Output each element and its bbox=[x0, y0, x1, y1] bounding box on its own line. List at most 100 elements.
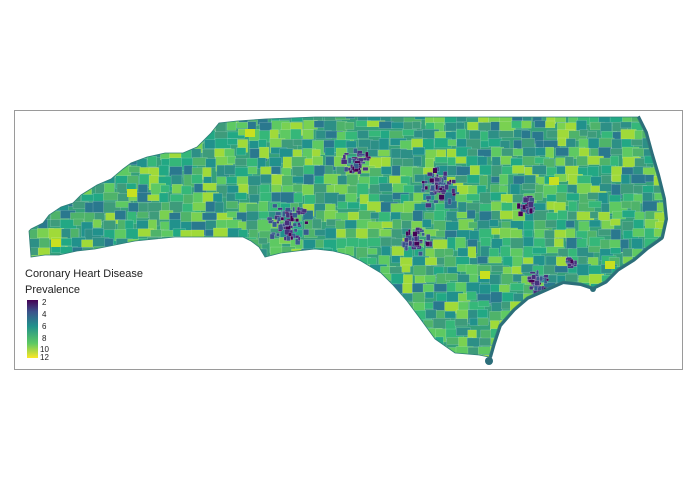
tract-cell bbox=[160, 302, 169, 316]
tract-cell bbox=[556, 336, 569, 345]
tract-cell bbox=[81, 140, 95, 155]
tract-cell bbox=[125, 338, 144, 353]
tract-cell bbox=[501, 221, 512, 229]
tract-cell bbox=[301, 291, 315, 302]
tract-cell bbox=[678, 228, 683, 239]
tract-cell bbox=[70, 131, 80, 147]
tract-cell bbox=[38, 156, 51, 165]
tract-cell bbox=[258, 237, 268, 245]
tract-cell bbox=[403, 274, 413, 285]
tract-cell bbox=[49, 364, 61, 370]
tract-cell bbox=[283, 364, 294, 370]
tract-cell bbox=[313, 117, 323, 122]
tract-cell bbox=[336, 346, 348, 354]
tract-cell bbox=[532, 327, 542, 338]
tract-cell bbox=[278, 326, 295, 339]
tract-cell bbox=[554, 238, 564, 248]
tract-cell bbox=[104, 157, 123, 172]
tract-cell bbox=[70, 309, 81, 320]
tract-cell bbox=[114, 149, 131, 164]
legend-tick-6: 6 bbox=[42, 322, 47, 331]
tract-cell bbox=[532, 247, 547, 255]
tract-cell bbox=[181, 310, 193, 323]
urban-tract-cell bbox=[422, 183, 425, 190]
tract-cell bbox=[466, 209, 476, 219]
tract-cell bbox=[29, 131, 46, 143]
tract-cell bbox=[216, 363, 234, 370]
tract-cell bbox=[477, 317, 489, 326]
tract-cell bbox=[555, 157, 566, 166]
urban-tract-cell bbox=[414, 236, 419, 242]
tract-cell bbox=[113, 156, 131, 164]
tract-cell bbox=[169, 117, 186, 121]
tract-cell bbox=[347, 201, 360, 210]
tract-cell bbox=[656, 149, 665, 163]
tract-cell bbox=[312, 336, 323, 349]
tract-cell bbox=[315, 291, 332, 303]
tract-cell bbox=[656, 122, 665, 130]
tract-cell bbox=[170, 247, 188, 255]
tract-cell bbox=[235, 311, 248, 326]
tract-cell bbox=[293, 363, 309, 370]
tract-cell bbox=[676, 156, 683, 169]
tract-cell bbox=[347, 336, 359, 350]
tract-cell bbox=[71, 345, 81, 357]
tract-cell bbox=[234, 346, 250, 355]
tract-cell bbox=[621, 309, 636, 318]
tract-cell bbox=[39, 117, 51, 125]
urban-tract-cell bbox=[418, 251, 423, 256]
tract-cell bbox=[259, 146, 270, 159]
tract-cell bbox=[400, 337, 413, 350]
tract-cell bbox=[190, 229, 205, 243]
tract-cell bbox=[479, 164, 493, 176]
tract-cell bbox=[336, 228, 347, 238]
tract-cell bbox=[292, 337, 311, 347]
tract-cell bbox=[510, 355, 527, 357]
tract-cell bbox=[224, 164, 236, 175]
tract-cell bbox=[236, 257, 247, 273]
tract-cell bbox=[535, 355, 545, 357]
tract-cell bbox=[676, 302, 683, 316]
tract-cell bbox=[245, 300, 263, 315]
tract-cell bbox=[546, 293, 555, 306]
tract-cell bbox=[598, 311, 611, 320]
tract-cell bbox=[170, 138, 188, 150]
tract-cell bbox=[71, 121, 81, 131]
tract-cell bbox=[95, 345, 111, 354]
tract-cell bbox=[435, 310, 446, 320]
tract-cell bbox=[158, 164, 169, 176]
tract-cell bbox=[335, 292, 347, 301]
tract-cell bbox=[225, 302, 235, 311]
tract-cell bbox=[576, 155, 589, 166]
urban-tract-cell bbox=[451, 188, 456, 194]
urban-tract-cell bbox=[288, 232, 292, 237]
tract-cell bbox=[655, 273, 665, 281]
tract-cell bbox=[168, 292, 178, 305]
tract-cell bbox=[655, 284, 665, 297]
tract-cell bbox=[665, 249, 677, 257]
tract-cell bbox=[632, 319, 648, 332]
tract-cell bbox=[557, 329, 573, 339]
tract-cell bbox=[38, 201, 50, 217]
tract-cell bbox=[93, 175, 107, 183]
tract-cell bbox=[554, 117, 566, 123]
tract-cell bbox=[292, 176, 304, 184]
urban-tract-cell bbox=[290, 236, 294, 241]
tract-cell bbox=[337, 201, 348, 210]
tract-cell bbox=[445, 320, 456, 331]
tract-cell bbox=[15, 329, 26, 342]
urban-tract-cell bbox=[451, 179, 456, 184]
tract-cell bbox=[524, 301, 538, 314]
tract-cell bbox=[312, 327, 328, 339]
tract-cell bbox=[304, 319, 315, 334]
tract-cell bbox=[643, 256, 655, 268]
tract-cell bbox=[29, 175, 45, 189]
tract-cell bbox=[183, 265, 200, 275]
tract-cell bbox=[194, 264, 205, 273]
tract-cell bbox=[195, 364, 205, 370]
tract-cell bbox=[611, 319, 628, 327]
tract-cell bbox=[118, 365, 134, 370]
tract-cell bbox=[435, 336, 444, 349]
urban-tract-cell bbox=[441, 177, 444, 184]
tract-cell bbox=[631, 338, 644, 349]
